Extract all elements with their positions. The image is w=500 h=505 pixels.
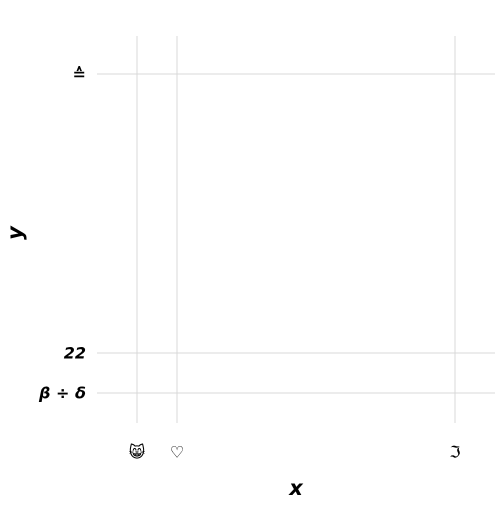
- x-tick-label: ℑ: [449, 443, 460, 462]
- y-tick-label: ≙: [73, 65, 86, 84]
- x-tick-labels: 😸 ♡ ℑ: [129, 443, 461, 462]
- y-tick-label: 22: [64, 344, 86, 363]
- y-tick-label: β ÷ δ: [38, 384, 86, 403]
- grid: [97, 36, 495, 423]
- y-tick-labels: ≙ 22 β ÷ δ: [38, 65, 86, 403]
- x-tick-label: 😸: [129, 443, 146, 462]
- y-axis-title: y: [3, 225, 27, 240]
- x-tick-label: ♡: [170, 443, 184, 462]
- x-axis-title: x: [288, 476, 304, 500]
